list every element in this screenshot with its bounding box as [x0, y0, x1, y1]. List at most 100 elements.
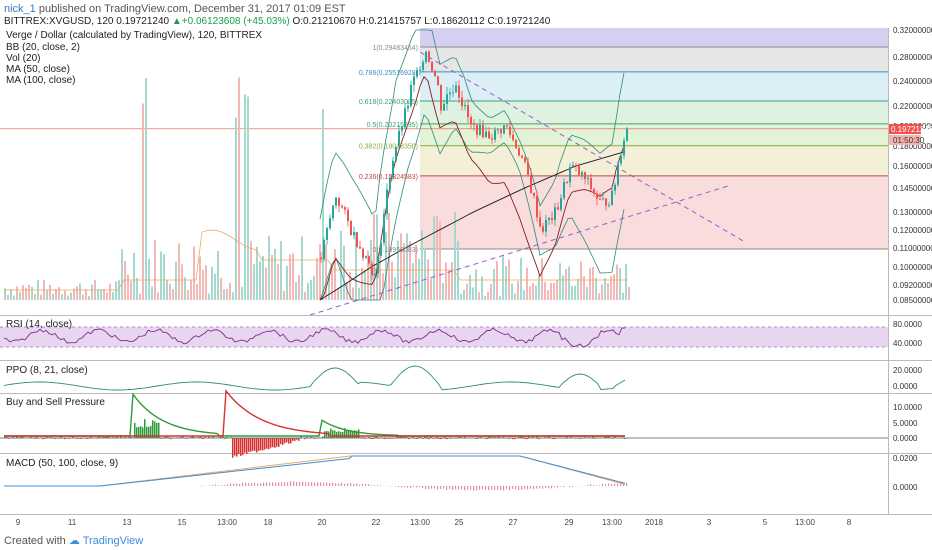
rsi-line	[3, 327, 625, 348]
trendlines[interactable]	[309, 51, 746, 316]
candle-body	[464, 104, 466, 107]
footer: Created with ☁ TradingView	[4, 534, 143, 547]
price-badge-text: 0.19721240	[891, 125, 932, 134]
indicator-bb[interactable]: BB (20, close, 2)	[6, 42, 80, 53]
macd-hist-bar	[344, 483, 346, 486]
volume-bar	[619, 267, 621, 300]
volume-bar	[277, 263, 279, 300]
pressure-bar	[342, 431, 344, 438]
published-text: published on TradingView.com, December 3…	[38, 3, 346, 15]
pressure-bar	[532, 436, 534, 438]
pressure-bar	[334, 430, 336, 438]
volume-bar	[325, 244, 327, 300]
volume-bar	[265, 267, 267, 300]
volume-bar	[160, 251, 162, 300]
pressure-bar	[274, 438, 276, 448]
volume-bar	[418, 258, 420, 300]
rsi-title[interactable]: RSI (14, close)	[6, 319, 72, 330]
macd-hist-bar	[377, 485, 379, 486]
candle-body	[548, 217, 550, 220]
volume-bar	[61, 294, 63, 300]
macd-hist-bar	[590, 484, 592, 486]
volume-bar	[511, 283, 513, 300]
macd-title[interactable]: MACD (50, 100, close, 9)	[6, 458, 118, 469]
time-tick: 15	[178, 518, 187, 527]
pressure-bar	[306, 436, 308, 438]
macd-hist-bar	[542, 486, 544, 489]
indicator-ma50[interactable]: MA (50, close)	[6, 64, 70, 75]
fib-retracement[interactable]	[0, 28, 888, 250]
macd-hist-bar	[266, 482, 268, 486]
pressure-bar	[352, 431, 354, 438]
ppo-title[interactable]: PPO (8, 21, close)	[6, 365, 88, 376]
candle-body	[596, 193, 598, 199]
macd-hist-bar	[200, 486, 202, 487]
volume-bar	[190, 280, 192, 300]
candle-body	[371, 263, 373, 276]
macd-hist-bar	[299, 481, 301, 486]
price-change: +0.06123608 (+45.03%)	[181, 16, 290, 27]
time-axis[interactable]: 9 11 13 15 13:00 18 20 22 13:00 25 27 29 13:00 2018 3 5…	[16, 518, 852, 527]
candle-body	[467, 104, 469, 118]
volume-bar	[499, 295, 501, 300]
pressure-bar	[502, 437, 504, 438]
volume-bar	[274, 248, 276, 300]
macd-hist-bar	[368, 484, 370, 486]
volume-bar	[616, 264, 618, 300]
candle-body	[350, 221, 352, 236]
macd-hist-bar	[389, 486, 391, 487]
indicator-ma100[interactable]: MA (100, close)	[6, 75, 75, 86]
volume-bar	[82, 294, 84, 300]
macd-hist-bar	[239, 484, 241, 486]
tradingview-link[interactable]: TradingView	[82, 535, 144, 547]
indicator-vol[interactable]: Vol (20)	[6, 53, 40, 64]
pressure-bar	[458, 436, 460, 438]
pressure-bar	[60, 436, 62, 438]
volume-bar	[253, 264, 255, 300]
fib-level-label: 0.618(0.22403035)	[359, 99, 418, 106]
macd-hist-bar	[311, 482, 313, 486]
author-link[interactable]: nick_1	[4, 3, 36, 15]
pressure-bar	[498, 436, 500, 438]
volume-bar	[25, 288, 27, 300]
macd-hist-bar	[473, 486, 475, 491]
volume-bar	[241, 286, 243, 300]
volume-bar	[202, 269, 204, 300]
pressure-bar	[300, 436, 302, 438]
macd-hist-bar	[329, 483, 331, 486]
pressure-bar	[580, 438, 582, 439]
fib-level-label: 0.5(0.20215695)	[367, 122, 418, 129]
ma50-line	[319, 75, 625, 301]
price-tick: 0.22000000	[893, 102, 932, 111]
volume-bar	[169, 283, 171, 300]
macd-hist-bar	[245, 483, 247, 486]
macd-hist-bar	[482, 486, 484, 490]
pressure-bar	[604, 436, 606, 438]
macd-hist-bar	[314, 482, 316, 486]
main-pane-title: Verge / Dollar (calculated by TradingVie…	[6, 30, 262, 41]
candle-body	[332, 205, 334, 219]
volume-bar	[22, 285, 24, 300]
time-tick: 13:00	[217, 518, 238, 527]
pressure-bar	[186, 438, 188, 439]
volume-bar	[532, 282, 534, 300]
pressure-bar	[136, 427, 138, 438]
pressure-bar	[36, 436, 38, 438]
pressure-title[interactable]: Buy and Sell Pressure	[6, 397, 105, 408]
candle-body	[482, 124, 484, 138]
pressure-bar	[424, 436, 426, 438]
volume-bar	[466, 283, 468, 300]
candle-body	[494, 129, 496, 140]
macd-hist-bar	[620, 482, 622, 486]
candle-body	[383, 213, 385, 243]
pressure-bar	[124, 437, 126, 438]
rsi-tick-40: 40.0000	[893, 339, 922, 348]
fib-zone	[420, 123, 888, 146]
pressure-bar	[246, 438, 248, 454]
macd-hist-bar	[293, 481, 295, 486]
candle-body	[593, 189, 595, 194]
volume-bar	[481, 276, 483, 300]
candle-body	[368, 256, 370, 264]
candle-body	[575, 165, 577, 167]
